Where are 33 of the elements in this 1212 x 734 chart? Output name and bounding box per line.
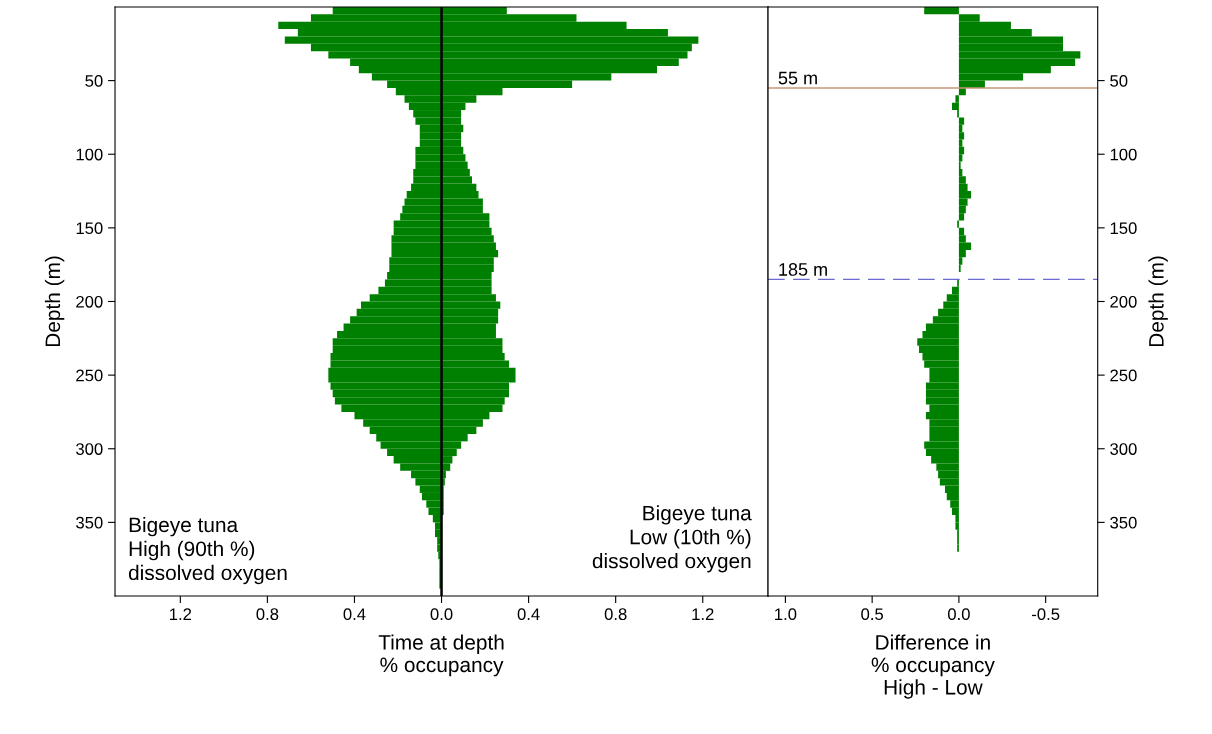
y-tick-label: 300 <box>1110 443 1137 455</box>
y-tick-label: 50 <box>85 75 103 87</box>
x-tick-label: 1.2 <box>170 608 192 620</box>
y-tick-label: 200 <box>1110 295 1137 308</box>
y-axis-title: Depth (m) <box>1148 256 1168 347</box>
y-tick-label: 300 <box>76 443 103 455</box>
x-tick-label: 0.0 <box>430 608 453 621</box>
x-tick-label: 0.4 <box>343 608 366 621</box>
x-tick-label: 0.5 <box>861 608 884 621</box>
y-axis-title: Depth (m) <box>44 256 65 347</box>
y-tick-label: 250 <box>76 369 103 382</box>
annotation: Bigeye tuna High (90th %) dissolved oxygen <box>128 516 287 585</box>
y-tick-label: 200 <box>76 295 103 308</box>
x-tick-label: 0.0 <box>947 608 970 621</box>
x-axis-title: Time at depth % occupancy <box>378 634 504 677</box>
x-tick-label: 0.8 <box>604 608 627 621</box>
y-tick-label: 150 <box>76 222 103 235</box>
x-tick-label: -0.5 <box>1032 608 1060 621</box>
y-tick-label: 350 <box>1110 516 1137 529</box>
y-tick-label: 100 <box>76 148 103 161</box>
x-tick-label: 0.8 <box>256 608 279 621</box>
y-tick-label: 350 <box>76 516 103 529</box>
y-tick-label: 50 <box>1110 75 1128 87</box>
y-tick-label: 250 <box>1110 369 1137 382</box>
x-tick-label: 0.4 <box>517 608 540 621</box>
ref-line-label: 185 m <box>779 263 827 276</box>
ref-line-label: 55 m <box>778 71 817 85</box>
annotation: Bigeye tuna Low (10th %) dissolved oxygen <box>592 505 752 573</box>
x-tick-label: 1.2 <box>692 608 714 620</box>
y-tick-label: 100 <box>1110 148 1137 161</box>
x-axis-title: Difference in % occupancy High - Low <box>871 634 995 699</box>
y-tick-label: 150 <box>1110 222 1137 235</box>
x-tick-label: 1.0 <box>775 608 797 621</box>
